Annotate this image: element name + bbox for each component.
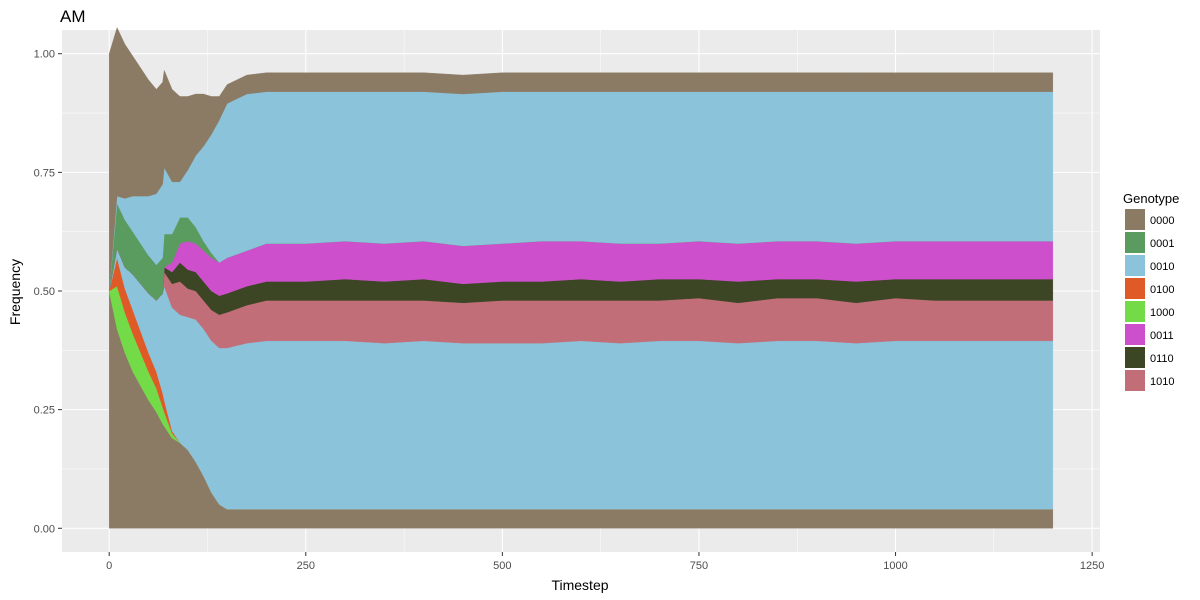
x-tick-label: 500	[493, 560, 511, 572]
legend-swatch-0010	[1125, 255, 1145, 276]
legend-swatch-1010	[1125, 370, 1145, 391]
x-tick-label: 250	[297, 560, 315, 572]
area-0000-9	[108, 27, 1054, 292]
x-axis-title: Timestep	[551, 577, 608, 593]
legend-label-0010: 0010	[1150, 261, 1174, 273]
legend-label-1000: 1000	[1150, 307, 1174, 319]
y-axis-title: Frequency	[7, 259, 23, 325]
x-tick-label: 750	[690, 560, 708, 572]
y-tick-label: 0.25	[34, 405, 55, 417]
legend-swatch-0110	[1125, 347, 1145, 368]
legend-swatch-0000	[1125, 209, 1145, 230]
y-tick-label: 1.00	[34, 49, 55, 61]
area-layers	[108, 27, 1054, 529]
legend-swatch-0011	[1125, 324, 1145, 345]
legend: Genotype 0000 0001 0010 0100 1000 0011 0110 101…	[1123, 191, 1179, 391]
legend-label-0011: 0011	[1150, 330, 1174, 342]
x-tick-label: 1250	[1080, 560, 1104, 572]
x-tick-label: 0	[106, 560, 112, 572]
legend-label-1010: 1010	[1150, 376, 1174, 388]
y-axis-ticks: 0.00 0.25 0.50 0.75 1.00	[34, 49, 62, 535]
chart-title: AM	[60, 7, 86, 26]
x-axis-ticks: 0 250 500 750 1000 1250	[106, 552, 1104, 572]
y-tick-label: 0.75	[34, 167, 55, 179]
legend-swatch-0100	[1125, 278, 1145, 299]
y-tick-label: 0.50	[34, 286, 55, 298]
legend-swatch-0001	[1125, 232, 1145, 253]
legend-label-0001: 0001	[1150, 238, 1174, 250]
x-tick-label: 1000	[883, 560, 907, 572]
legend-label-0000: 0000	[1150, 215, 1174, 227]
legend-label-0100: 0100	[1150, 284, 1174, 296]
legend-title: Genotype	[1123, 191, 1179, 206]
legend-label-0110: 0110	[1150, 353, 1174, 365]
legend-items: 0000 0001 0010 0100 1000 0011 0110 1010	[1125, 209, 1174, 391]
y-tick-label: 0.00	[34, 523, 55, 535]
legend-swatch-1000	[1125, 301, 1145, 322]
